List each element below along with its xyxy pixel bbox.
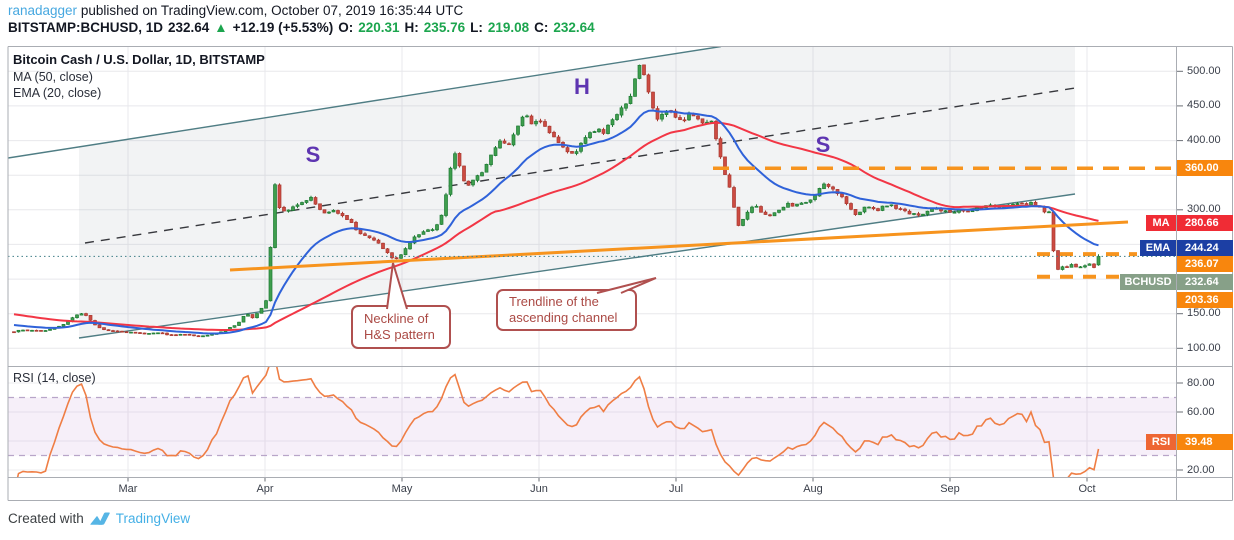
low-value: 219.08: [487, 20, 530, 35]
right-shoulder-label: S: [815, 132, 831, 157]
resistance-price-label: 360.00: [1177, 160, 1233, 176]
rsi-value-label: 39.48: [1177, 434, 1233, 450]
month-label: May: [391, 483, 413, 495]
box-top-price-label: 236.07: [1177, 256, 1233, 272]
price-tick-label: 450.00: [1187, 99, 1221, 112]
price-tick-label: 400.00: [1187, 134, 1221, 147]
legend-rsi[interactable]: RSI (14, close): [13, 371, 96, 385]
ema-price-label: 244.24: [1177, 240, 1233, 256]
legend-ma[interactable]: MA (50, close): [13, 70, 93, 84]
low-label: L:: [470, 20, 483, 35]
open-label: O:: [338, 20, 354, 35]
byline-text: published on TradingView.com, October 07…: [77, 3, 464, 18]
last-price: 232.64: [168, 20, 210, 35]
author-link[interactable]: ranadagger: [8, 3, 78, 18]
legend-ema[interactable]: EMA (20, close): [13, 86, 102, 100]
month-label: Jul: [668, 483, 684, 495]
ma-price-label: 280.66: [1177, 215, 1233, 231]
box-bottom-price-label: 203.36: [1177, 292, 1233, 308]
rsi-tag: RSI: [1146, 434, 1176, 450]
price-tick-label: 100.00: [1187, 341, 1221, 354]
left-shoulder-label: S: [305, 142, 321, 167]
month-label: Jun: [530, 483, 548, 495]
rsi-tick-label: 80.00: [1187, 376, 1215, 389]
tradingview-logo-icon[interactable]: [89, 511, 111, 526]
ma-tag: MA: [1146, 215, 1176, 231]
close-label: C:: [534, 20, 549, 35]
month-label: Mar: [118, 483, 138, 495]
tradingview-brand-link[interactable]: TradingView: [115, 511, 191, 526]
month-label: Sep: [940, 483, 960, 495]
month-label: Aug: [803, 483, 823, 495]
month-label: Oct: [1078, 483, 1096, 495]
close-value: 232.64: [553, 20, 595, 35]
price-tick-label: 500.00: [1187, 64, 1221, 77]
rsi-tick-label: 20.00: [1187, 463, 1215, 476]
byline: ranadagger published on TradingView.com,…: [8, 3, 463, 18]
neckline-callout-line2: H&S pattern: [364, 327, 435, 342]
month-label: Apr: [256, 483, 274, 495]
created-with-text: Created with: [8, 511, 84, 526]
up-arrow-icon: ▲: [214, 20, 228, 35]
trendline-callout-line2: ascending channel: [509, 310, 618, 325]
high-label: H:: [404, 20, 419, 35]
footer: Created with TradingView: [8, 511, 190, 526]
rsi-tick-label: 60.00: [1187, 405, 1215, 418]
last-price-label: 232.64: [1177, 274, 1233, 290]
price-tick-label: 150.00: [1187, 307, 1221, 320]
ema-tag: EMA: [1140, 240, 1176, 256]
neckline-callout: Neckline of H&S pattern: [364, 311, 435, 343]
price-change: +12.19 (+5.53%): [232, 20, 334, 35]
head-label: H: [574, 74, 590, 99]
chart-title: Bitcoin Cash / U.S. Dollar, 1D, BITSTAMP: [13, 52, 265, 67]
symbol-tag: BCHUSD: [1120, 274, 1176, 290]
quote-line: BITSTAMP:BCHUSD, 1D 232.64 ▲ +12.19 (+5.…: [8, 20, 595, 35]
trendline-callout-line1: Trendline of the: [509, 294, 599, 309]
high-value: 235.76: [423, 20, 466, 35]
neckline-callout-line1: Neckline of: [364, 311, 429, 326]
trendline-callout: Trendline of the ascending channel: [509, 294, 617, 326]
price-tick-label: 300.00: [1187, 203, 1221, 216]
symbol-label: BITSTAMP:BCHUSD, 1D: [8, 20, 163, 35]
open-value: 220.31: [358, 20, 400, 35]
